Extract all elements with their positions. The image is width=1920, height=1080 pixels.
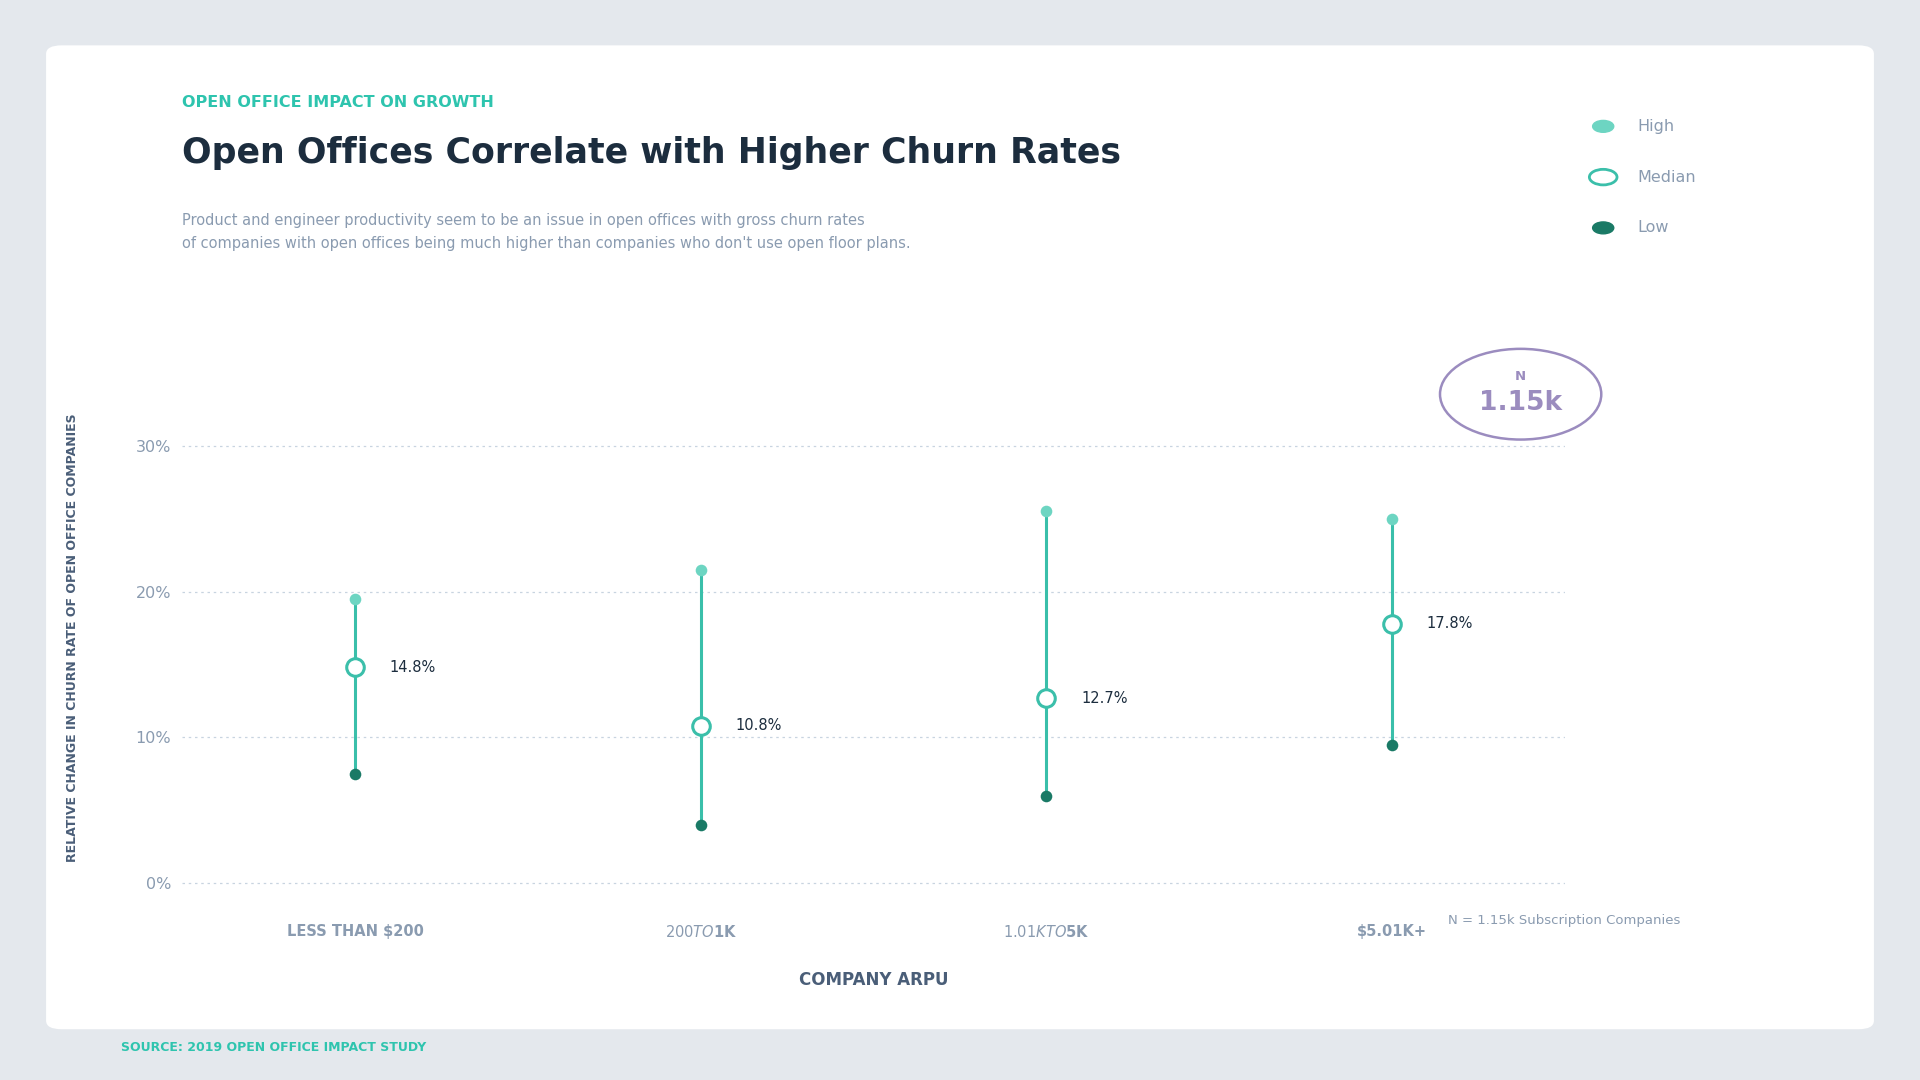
Text: COMPANY ARPU: COMPANY ARPU — [799, 971, 948, 988]
Text: N: N — [1515, 370, 1526, 383]
Text: OPEN OFFICE IMPACT ON GROWTH: OPEN OFFICE IMPACT ON GROWTH — [182, 95, 493, 110]
Text: Open Offices Correlate with Higher Churn Rates: Open Offices Correlate with Higher Churn… — [182, 136, 1121, 171]
Point — [685, 561, 716, 578]
Point — [685, 717, 716, 734]
Text: SOURCE: 2019 OPEN OFFICE IMPACT STUDY: SOURCE: 2019 OPEN OFFICE IMPACT STUDY — [121, 1041, 426, 1054]
Text: 1.15k: 1.15k — [1478, 390, 1563, 416]
Text: Low: Low — [1638, 220, 1668, 235]
Text: 12.7%: 12.7% — [1081, 690, 1127, 705]
Point — [1377, 737, 1407, 754]
Point — [1377, 615, 1407, 632]
Point — [1031, 502, 1062, 519]
Point — [685, 816, 716, 834]
Text: Median: Median — [1638, 170, 1697, 185]
Point — [340, 659, 371, 676]
Text: RELATIVE CHANGE IN CHURN RATE OF OPEN OFFICE COMPANIES: RELATIVE CHANGE IN CHURN RATE OF OPEN OF… — [67, 413, 79, 862]
Point — [1031, 787, 1062, 805]
Point — [340, 590, 371, 607]
Text: High: High — [1638, 119, 1674, 134]
Text: Product and engineer productivity seem to be an issue in open offices with gross: Product and engineer productivity seem t… — [182, 213, 910, 252]
Text: N = 1.15k Subscription Companies: N = 1.15k Subscription Companies — [1448, 914, 1680, 927]
Text: 14.8%: 14.8% — [390, 660, 436, 675]
Point — [340, 766, 371, 783]
Point — [1377, 510, 1407, 527]
Text: 17.8%: 17.8% — [1427, 616, 1473, 631]
Point — [1031, 689, 1062, 706]
Text: 10.8%: 10.8% — [735, 718, 781, 733]
